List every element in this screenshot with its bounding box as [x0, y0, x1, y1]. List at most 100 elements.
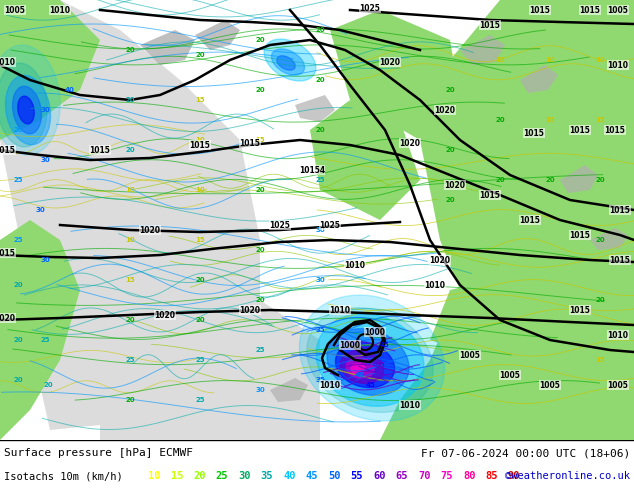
Text: 1025: 1025 — [320, 220, 340, 229]
Polygon shape — [264, 39, 316, 81]
Text: 20: 20 — [193, 471, 205, 481]
Text: Fr 07-06-2024 00:00 UTC (18+06): Fr 07-06-2024 00:00 UTC (18+06) — [421, 448, 630, 458]
Text: 1010: 1010 — [330, 305, 351, 315]
Text: 35: 35 — [315, 377, 325, 383]
Text: 1005: 1005 — [540, 381, 560, 390]
Polygon shape — [0, 0, 260, 430]
Text: 20: 20 — [445, 147, 455, 153]
Text: 20: 20 — [256, 87, 265, 93]
Polygon shape — [335, 343, 394, 388]
Text: 30: 30 — [35, 207, 45, 213]
Text: 10: 10 — [545, 57, 555, 63]
Polygon shape — [18, 96, 34, 124]
Text: 1015: 1015 — [529, 5, 550, 15]
Polygon shape — [0, 0, 100, 140]
Text: 20: 20 — [315, 27, 325, 33]
Text: 25: 25 — [216, 471, 228, 481]
Text: 1015: 1015 — [479, 21, 500, 29]
Text: 55: 55 — [351, 471, 363, 481]
Text: 1015: 1015 — [240, 139, 261, 147]
Text: 20: 20 — [125, 317, 135, 323]
Text: 20: 20 — [125, 397, 135, 403]
Text: 20: 20 — [13, 127, 23, 133]
Text: 20: 20 — [595, 237, 605, 243]
Text: 1010: 1010 — [320, 381, 340, 390]
Text: 20: 20 — [545, 177, 555, 183]
Text: 1015: 1015 — [0, 146, 15, 154]
Text: 25: 25 — [40, 337, 49, 343]
Text: 20: 20 — [13, 282, 23, 288]
Text: 25: 25 — [195, 397, 205, 403]
Text: 40: 40 — [370, 327, 380, 333]
Text: 30: 30 — [40, 257, 50, 263]
Text: 25: 25 — [195, 357, 205, 363]
Text: 25: 25 — [256, 347, 265, 353]
Polygon shape — [327, 329, 409, 395]
Text: 1015: 1015 — [519, 216, 540, 224]
Polygon shape — [351, 364, 365, 374]
Text: 15: 15 — [125, 277, 135, 283]
Text: 1015: 1015 — [605, 125, 625, 135]
Text: 1010: 1010 — [49, 5, 70, 15]
Text: 15: 15 — [195, 97, 205, 103]
Polygon shape — [277, 56, 295, 70]
Polygon shape — [590, 228, 628, 250]
Polygon shape — [13, 86, 41, 134]
Text: 25: 25 — [126, 357, 135, 363]
Text: 20: 20 — [256, 187, 265, 193]
Text: 85: 85 — [486, 471, 498, 481]
Text: 20: 20 — [595, 177, 605, 183]
Text: 10: 10 — [195, 137, 205, 143]
Polygon shape — [0, 220, 80, 440]
Text: 30: 30 — [40, 107, 50, 113]
Polygon shape — [140, 30, 195, 65]
Text: 20: 20 — [125, 97, 135, 103]
Text: 20: 20 — [195, 277, 205, 283]
Text: 15: 15 — [545, 117, 555, 123]
Text: 1020: 1020 — [139, 225, 160, 235]
Text: 10154: 10154 — [299, 166, 325, 174]
Text: 10: 10 — [125, 187, 135, 193]
Text: 1000: 1000 — [365, 327, 385, 337]
Polygon shape — [460, 35, 505, 65]
Text: 10: 10 — [125, 237, 135, 243]
Text: 20: 20 — [256, 37, 265, 43]
Text: 40: 40 — [283, 471, 295, 481]
Text: 30: 30 — [40, 157, 50, 163]
Text: 20: 20 — [495, 177, 505, 183]
Text: 45: 45 — [306, 471, 318, 481]
Text: 1025: 1025 — [359, 3, 380, 13]
Text: 20: 20 — [43, 382, 53, 388]
Text: 1015: 1015 — [609, 205, 630, 215]
Text: 15: 15 — [195, 237, 205, 243]
Text: 20: 20 — [195, 52, 205, 58]
Text: 20: 20 — [445, 87, 455, 93]
Text: 1020: 1020 — [0, 314, 15, 322]
Text: Surface pressure [hPa] ECMWF: Surface pressure [hPa] ECMWF — [4, 448, 193, 458]
Polygon shape — [0, 63, 47, 147]
Polygon shape — [195, 20, 240, 50]
Text: 70: 70 — [418, 471, 430, 481]
Text: 20: 20 — [595, 297, 605, 303]
Text: 1025: 1025 — [269, 220, 290, 229]
Text: 1020: 1020 — [155, 311, 176, 319]
Text: Isotachs 10m (km/h): Isotachs 10m (km/h) — [4, 471, 123, 481]
Text: 20: 20 — [495, 117, 505, 123]
Text: 20: 20 — [315, 127, 325, 133]
Text: 50: 50 — [375, 362, 385, 368]
Text: 50: 50 — [328, 471, 340, 481]
Polygon shape — [0, 45, 60, 155]
Text: 1020: 1020 — [380, 57, 401, 67]
Text: 1020: 1020 — [434, 105, 455, 115]
Polygon shape — [271, 49, 304, 75]
Text: 20: 20 — [195, 317, 205, 323]
Text: 25: 25 — [315, 177, 325, 183]
Text: 30: 30 — [315, 277, 325, 283]
Text: 20: 20 — [445, 197, 455, 203]
Text: 30: 30 — [238, 471, 250, 481]
Text: 1020: 1020 — [399, 139, 420, 147]
Text: 65: 65 — [396, 471, 408, 481]
Polygon shape — [340, 350, 384, 384]
Text: 1005: 1005 — [4, 5, 25, 15]
Polygon shape — [316, 314, 424, 406]
